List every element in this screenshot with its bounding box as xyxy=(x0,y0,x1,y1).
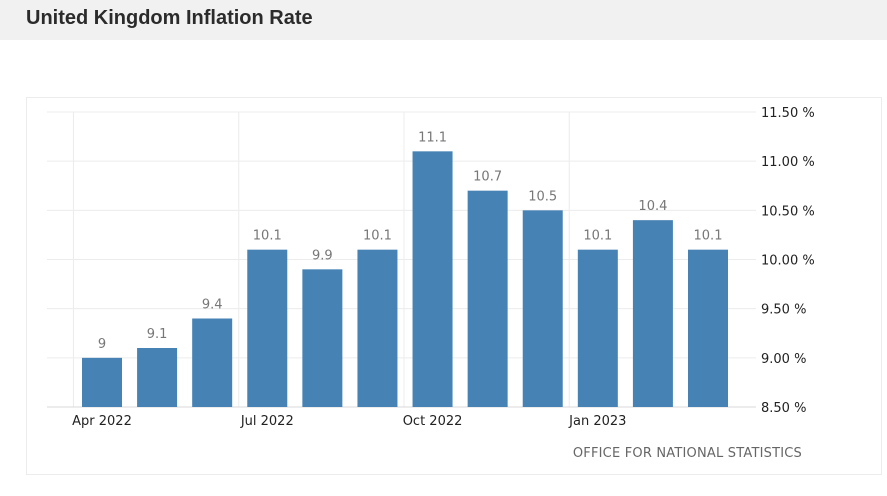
bar xyxy=(467,190,508,407)
x-axis-ticks: Apr 2022 Jul 2022 Oct 2022 Jan 2023 xyxy=(72,414,626,429)
data-label: 9.4 xyxy=(202,298,223,313)
y-tick-label: 10.50 % xyxy=(761,204,815,219)
x-tick-label: Jan 2023 xyxy=(568,414,626,429)
y-tick-label: 11.00 % xyxy=(761,155,815,170)
bar xyxy=(412,151,453,407)
x-tick-label: Apr 2022 xyxy=(72,414,132,429)
data-label: 10.1 xyxy=(253,229,282,244)
bar xyxy=(82,357,122,407)
data-label: 9 xyxy=(98,337,106,352)
y-tick-label: 8.50 % xyxy=(761,401,806,416)
data-label: 10.4 xyxy=(638,199,667,214)
x-tick-label: Oct 2022 xyxy=(403,414,463,429)
data-label: 10.7 xyxy=(473,170,502,185)
data-label: 10.1 xyxy=(363,229,392,244)
bar xyxy=(577,249,618,407)
page-title: United Kingdom Inflation Rate xyxy=(26,7,313,29)
chart-panel xyxy=(26,97,882,475)
data-labels: 9 9.1 9.4 10.1 9.9 10.1 11.1 10.7 10.5 10.1 10.4 10… xyxy=(98,130,723,352)
bars xyxy=(82,151,728,407)
bar xyxy=(688,249,728,407)
y-axis-ticks: 8.50 % 9.00 % 9.50 % 10.00 % 10.50 % 11.00 % 1… xyxy=(761,106,815,416)
data-label: 10.1 xyxy=(583,229,612,244)
x-tick-label: Jul 2022 xyxy=(240,414,294,429)
y-tick-label: 11.50 % xyxy=(761,106,815,121)
data-label: 11.1 xyxy=(418,130,447,145)
y-tick-label: 10.00 % xyxy=(761,254,815,269)
data-label: 9.1 xyxy=(147,327,168,342)
bar xyxy=(632,220,673,407)
header-bar: United Kingdom Inflation Rate xyxy=(0,0,887,40)
data-label: 9.9 xyxy=(312,248,333,263)
bar xyxy=(522,210,563,407)
bar xyxy=(192,318,233,407)
data-label: 10.1 xyxy=(694,229,723,244)
bar xyxy=(357,249,398,407)
data-label: 10.5 xyxy=(528,189,557,204)
bar xyxy=(247,249,288,407)
y-tick-label: 9.00 % xyxy=(761,352,806,367)
bar xyxy=(302,269,343,407)
bar xyxy=(137,348,178,407)
y-tick-label: 9.50 % xyxy=(761,303,806,318)
source-label: OFFICE FOR NATIONAL STATISTICS xyxy=(572,446,802,461)
